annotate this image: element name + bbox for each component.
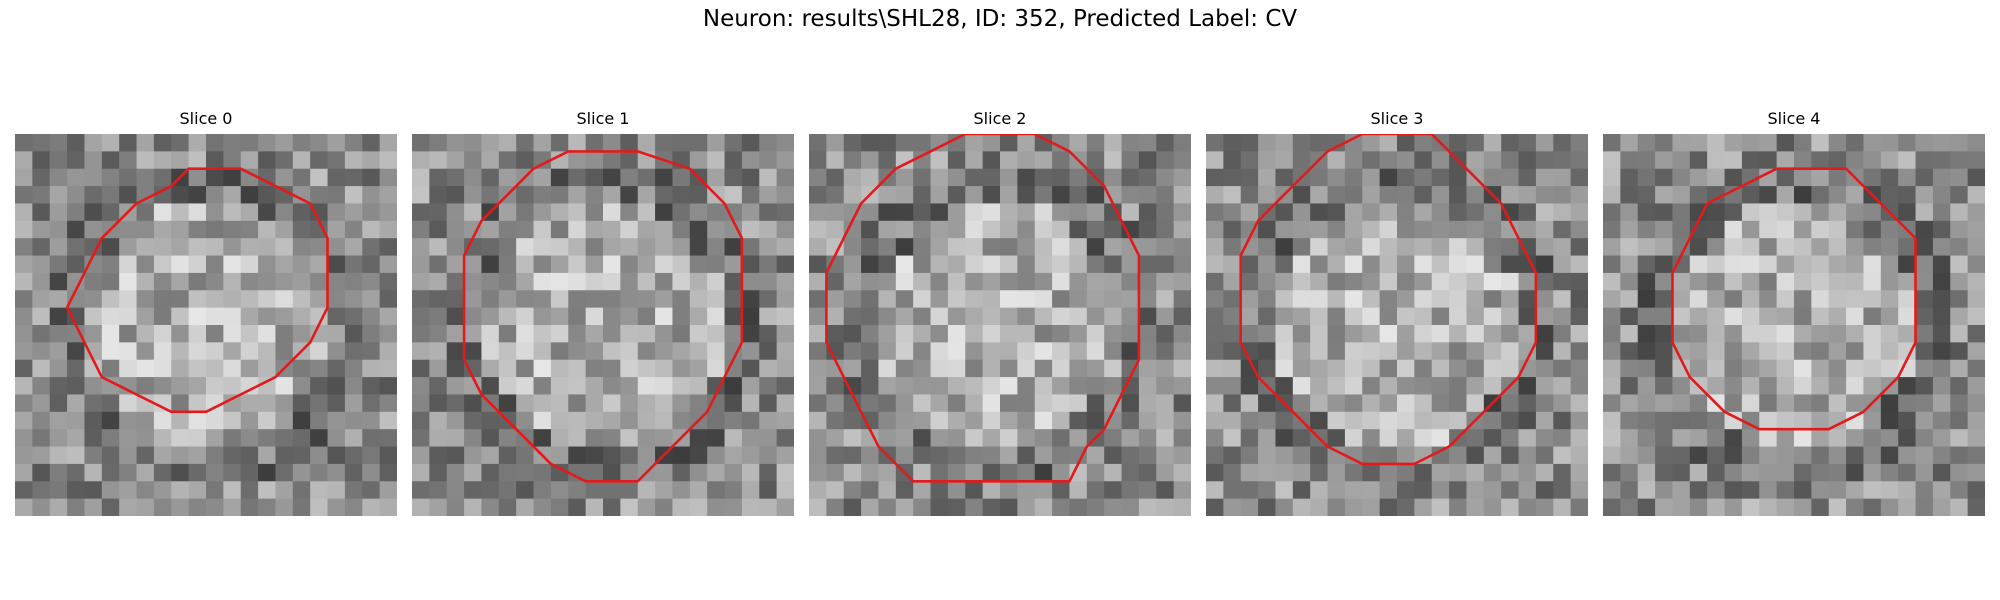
slice-image [809,134,1191,516]
slice-panel-1: Slice 1 [412,108,794,516]
pixel-grid [1603,134,1985,516]
figure-title: Neuron: results\SHL28, ID: 352, Predicte… [702,6,1298,32]
roi-contour [65,167,329,414]
slice-panel-4: Slice 4 [1603,108,1985,516]
slice-panel-2: Slice 2 [809,108,1191,516]
slice-title: Slice 0 [179,109,233,128]
slice-image [1603,134,1985,516]
pixel-grid [412,134,794,516]
slice-title: Slice 4 [1767,109,1821,128]
slice-panel-0: Slice 0 [15,108,397,516]
slice-panel-3: Slice 3 [1206,108,1588,516]
pixel-grid [15,134,397,516]
slice-title: Slice 2 [973,109,1027,128]
roi-contour [462,150,744,483]
roi-contour [1239,134,1538,466]
slice-image [412,134,794,516]
roi-contour [825,134,1141,483]
slice-title: Slice 1 [576,109,630,128]
slice-image [1206,134,1588,516]
slice-image [15,134,397,516]
pixel-grid [1206,134,1588,516]
roi-contour [1671,167,1917,431]
pixel-grid [809,134,1191,516]
slice-title: Slice 3 [1370,109,1424,128]
